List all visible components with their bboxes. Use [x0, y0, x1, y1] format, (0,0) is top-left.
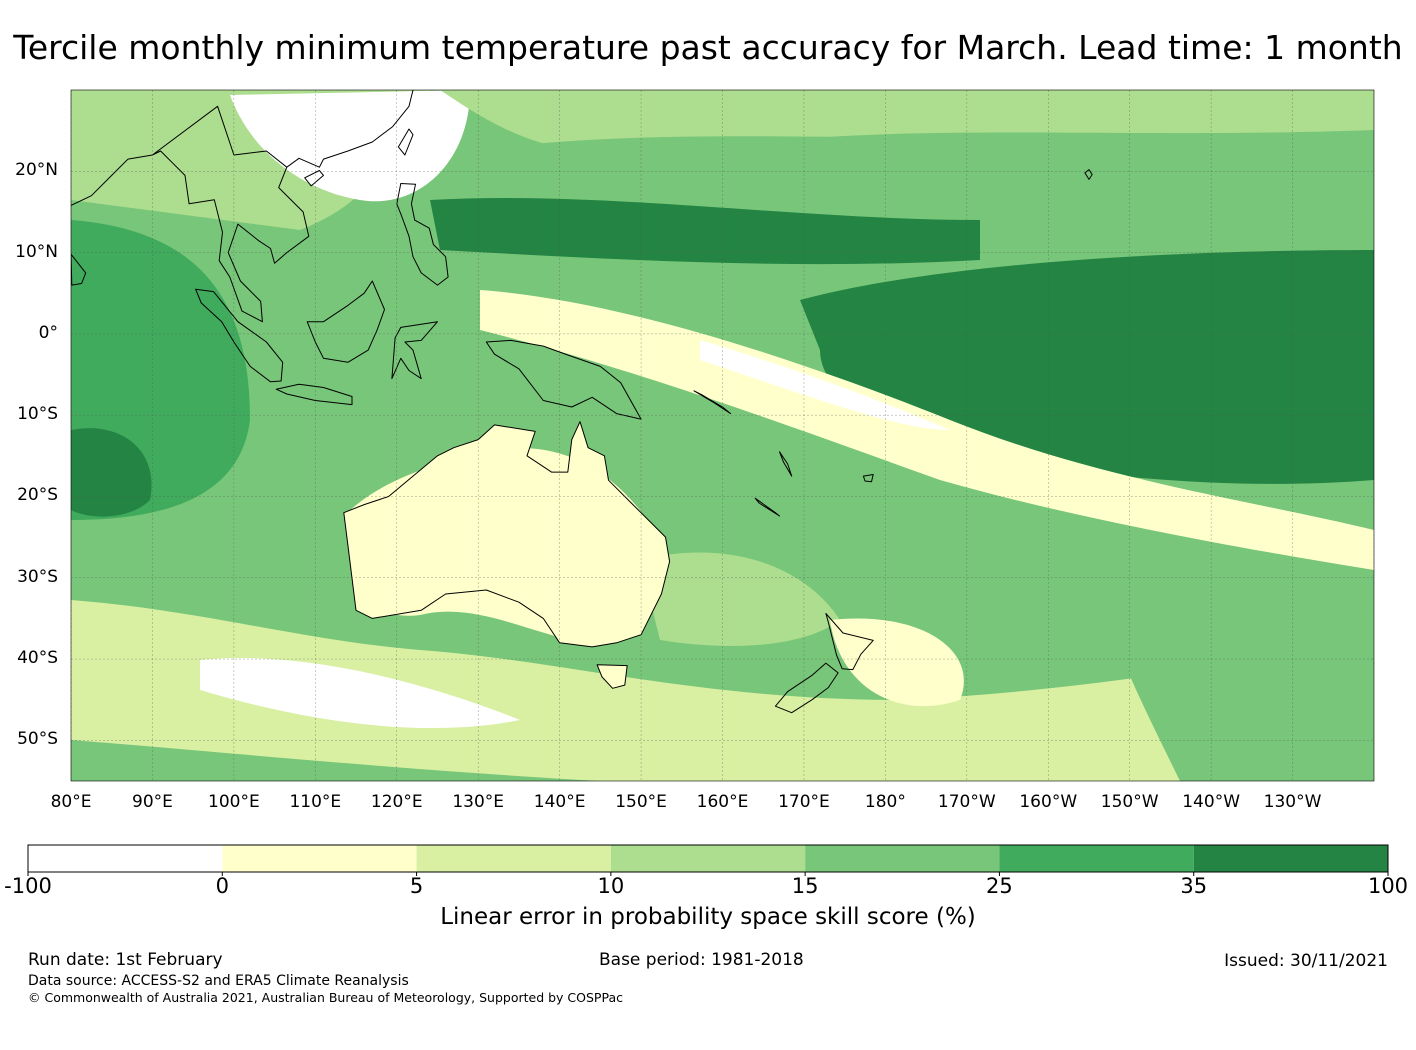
field-patch-southern-ocean-white — [200, 658, 520, 729]
coastline-hawaii — [1084, 169, 1093, 180]
lon-label: 150°E — [615, 792, 667, 812]
lat-label: 10°S — [17, 404, 58, 425]
colorbar-segment — [1193, 845, 1388, 872]
field-patch-south-china-sea-white — [230, 90, 470, 202]
map-title: Tercile monthly minimum temperature past… — [13, 28, 1403, 67]
coastline-solomon-islands — [693, 390, 732, 415]
colorbar-tick-label: 25 — [986, 874, 1013, 898]
colorbar-tick-label: 0 — [215, 874, 229, 898]
colorbar-segment — [999, 845, 1194, 872]
base-period: Base period: 1981-2018 — [599, 950, 804, 970]
copyright: © Commonwealth of Australia 2021, Austra… — [28, 990, 623, 1005]
lat-label: 10°N — [15, 241, 58, 262]
coastline-hainan — [304, 170, 324, 187]
colorbar-tick-label: 15 — [791, 874, 819, 898]
colorbar-tick-label: 10 — [597, 874, 625, 898]
coastline-sumatra — [195, 288, 284, 383]
lon-label: 130°E — [452, 792, 505, 812]
map-field — [71, 90, 1374, 781]
lon-label: 130°W — [1263, 792, 1322, 812]
lon-label: 170°W — [937, 792, 996, 812]
coastline-philippines — [396, 183, 449, 286]
run-date: Run date: 1st February — [28, 950, 223, 970]
lon-label: 170°E — [778, 792, 830, 812]
map-frame — [70, 89, 1375, 782]
field-patch-north-pacific-mid — [480, 136, 1374, 210]
coastline-vanuatu — [779, 451, 793, 477]
colorbar-segment — [610, 845, 806, 872]
field-patch-southern-ocean-white-2 — [830, 618, 964, 707]
lon-label: 140°E — [533, 792, 586, 812]
lon-label: 80°E — [50, 792, 92, 812]
colorbar-tick-label: 35 — [1180, 874, 1208, 898]
colorbar-tick-label: 100 — [1367, 874, 1409, 898]
lon-label: 100°E — [208, 792, 260, 812]
lat-label: 50°S — [17, 729, 58, 750]
colorbar-frame — [27, 844, 1389, 873]
coastline-borneo — [306, 280, 385, 363]
lon-label: 140°W — [1182, 792, 1241, 812]
coastline-new-guinea — [485, 339, 642, 420]
coastline-china-coast — [286, 90, 414, 168]
lon-label: 160°W — [1019, 792, 1078, 812]
lon-label: 90°E — [132, 792, 173, 812]
coastline-new-zealand-north — [825, 613, 874, 671]
coastline-new-caledonia — [754, 497, 780, 517]
lat-label: 40°S — [17, 648, 58, 669]
coastline-taiwan — [397, 128, 414, 156]
coastline-java — [275, 383, 353, 406]
coastline-sri-lanka — [71, 253, 87, 286]
lat-label: 0° — [38, 322, 58, 343]
lat-label: 20°N — [15, 160, 58, 181]
colorbar-segment — [222, 845, 417, 872]
lon-label: 160°E — [696, 792, 749, 812]
lat-label: 30°S — [17, 566, 58, 587]
colorbar-label: Linear error in probability space skill … — [440, 904, 976, 930]
lon-label: 120°E — [370, 792, 423, 812]
coastline-tasmania — [596, 664, 628, 689]
lat-label: 20°S — [17, 485, 58, 506]
coastline-new-zealand-south — [774, 662, 839, 714]
coastline-sulawesi — [391, 321, 438, 380]
field-patch-far-south-green — [71, 740, 600, 781]
colorbar-segment — [416, 845, 611, 872]
coastline-australia — [343, 421, 671, 648]
field-patch-eastern-indian-ocean-core — [71, 428, 152, 517]
coastline-indochina — [151, 105, 310, 323]
lon-label: 150°W — [1100, 792, 1159, 812]
skill-score-map — [70, 89, 1375, 782]
coastline-fiji — [862, 474, 874, 483]
lon-label: 110°E — [289, 792, 342, 812]
colorbar-segment — [805, 845, 1000, 872]
field-patch-spcz-inner — [700, 340, 950, 430]
field-patch-south-east-mid — [1100, 595, 1374, 781]
colorbar-tick-label: -100 — [4, 874, 52, 898]
data-source: Data source: ACCESS-S2 and ERA5 Climate … — [28, 973, 409, 989]
lon-label: 180° — [864, 792, 906, 812]
coastline-india-east — [71, 154, 153, 206]
field-patch-tasman-mid — [640, 552, 840, 646]
field-patch-wp-dark-band — [430, 197, 980, 265]
colorbar — [27, 844, 1389, 876]
issued-date: Issued: 30/11/2021 — [1224, 951, 1388, 971]
colorbar-tick-label: 5 — [409, 874, 424, 898]
colorbar-segment — [28, 845, 223, 872]
